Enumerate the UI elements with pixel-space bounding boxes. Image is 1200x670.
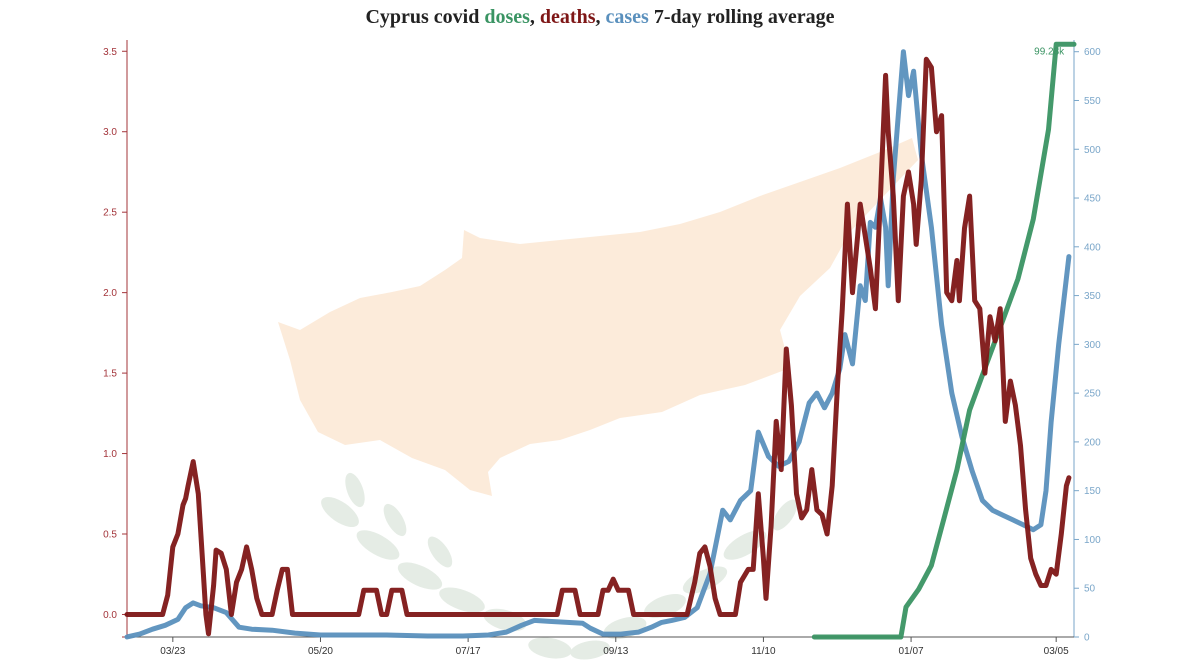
title-sep-2: ,: [595, 6, 606, 28]
title-suffix: 7-day rolling average: [648, 6, 835, 28]
left-y-tick-label: 3.5: [103, 47, 117, 58]
laurel-branch-icon: [321, 472, 798, 660]
title-sep-1: ,: [529, 6, 540, 28]
title-doses: doses: [484, 6, 530, 28]
right-y-tick-label: 0: [1084, 633, 1090, 644]
series-line-deaths: [124, 56, 1072, 637]
right-y-tick-label: 550: [1084, 96, 1101, 107]
left-y-tick-label: 2.0: [103, 288, 117, 299]
left-y-tick-label: 3.0: [103, 127, 117, 138]
left-y-tick-label: 0.0: [103, 610, 117, 621]
cyprus-map-silhouette: [278, 138, 918, 496]
title-deaths: deaths: [539, 6, 596, 28]
right-y-tick-label: 500: [1084, 145, 1101, 156]
right-y-tick-label: 450: [1084, 194, 1101, 205]
series-line-doses: [811, 41, 1077, 640]
title-cases: cases: [605, 6, 649, 28]
right-y-tick-label: 200: [1084, 437, 1101, 448]
left-y-tick-label: 1.0: [103, 449, 117, 460]
doses-max-label: 99.28k: [1034, 46, 1065, 57]
x-tick-label: 03/05: [1044, 646, 1069, 657]
axes: 0.0 0.5 1.0 1.5 2.0 2.5 3.0 3.5 0 50 100 150 200 250 3…: [103, 40, 1101, 657]
right-y-tick-label: 150: [1084, 486, 1101, 497]
right-y-tick-label: 300: [1084, 340, 1101, 351]
right-y-tick-label: 400: [1084, 242, 1101, 253]
left-y-tick-label: 1.5: [103, 369, 117, 380]
title-prefix: Cyprus covid: [365, 6, 485, 28]
x-tick-label: 05/20: [308, 646, 333, 657]
x-tick-label: 07/17: [456, 646, 481, 657]
left-y-tick-label: 2.5: [103, 208, 117, 219]
right-y-tick-label: 600: [1084, 47, 1101, 58]
right-y-tick-label: 100: [1084, 535, 1101, 546]
right-y-tick-label: 50: [1084, 584, 1096, 595]
background-decoration: [278, 138, 918, 660]
series-line-cases: [124, 49, 1072, 640]
annotations: 99.28k: [1034, 46, 1065, 57]
right-y-tick-label: 250: [1084, 389, 1101, 400]
x-tick-label: 11/10: [751, 646, 776, 657]
series-layer: [124, 41, 1077, 640]
left-y-tick-label: 0.5: [103, 530, 117, 541]
x-tick-label: 03/23: [160, 646, 185, 657]
right-y-tick-label: 350: [1084, 291, 1101, 302]
x-tick-label: 01/07: [899, 646, 924, 657]
chart-title: Cyprus covid doses, deaths, cases 7-day …: [0, 6, 1200, 29]
x-tick-label: 09/13: [603, 646, 628, 657]
